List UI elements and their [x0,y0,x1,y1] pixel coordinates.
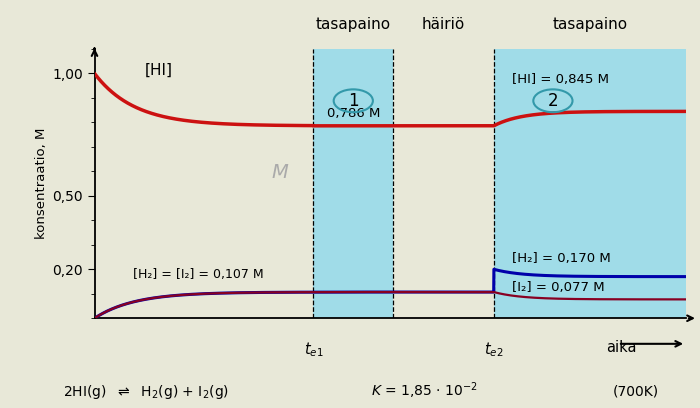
Text: $K$ = 1,85 · 10$^{-2}$: $K$ = 1,85 · 10$^{-2}$ [371,380,478,401]
Bar [314,49,393,318]
Text: $t_{e2}$: $t_{e2}$ [484,340,503,359]
Text: M: M [272,163,289,182]
Text: $t_{e1}$: $t_{e1}$ [304,340,323,359]
Text: tasapaino: tasapaino [316,17,391,31]
Text: [HI]: [HI] [145,62,173,78]
Text: [HI] = 0,845 M: [HI] = 0,845 M [512,73,608,86]
Text: häiriö: häiriö [422,17,465,31]
Text: 2HI(g)  $\rightleftharpoons$  H$_2$(g) + I$_2$(g): 2HI(g) $\rightleftharpoons$ H$_2$(g) + I… [63,383,229,401]
Text: [H₂] = [I₂] = 0,107 M: [H₂] = [I₂] = 0,107 M [133,268,264,282]
Text: tasapaino: tasapaino [552,17,627,31]
Text: 0,786 M: 0,786 M [327,107,380,120]
Bar [494,49,686,318]
Text: aika: aika [606,340,636,355]
Text: 2: 2 [547,92,558,110]
Text: 1: 1 [348,92,358,110]
Y-axis label: konsentraatio, M: konsentraatio, M [35,128,48,239]
Text: [H₂] = 0,170 M: [H₂] = 0,170 M [512,252,610,265]
Text: [I₂] = 0,077 M: [I₂] = 0,077 M [512,281,604,294]
Text: (700K): (700K) [612,385,659,399]
